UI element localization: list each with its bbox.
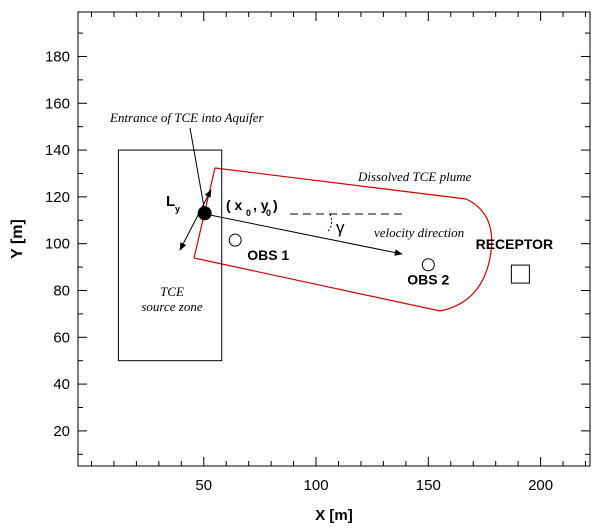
- x-axis-label: X [m]: [315, 507, 353, 524]
- origin-close: ): [273, 197, 278, 213]
- angle-arc: [327, 213, 333, 232]
- y-tick-label: 100: [45, 236, 70, 253]
- velocity-label: velocity direction: [374, 225, 464, 240]
- x-tick-label: 100: [304, 477, 329, 494]
- plume-outline: [193, 167, 493, 312]
- y-tick-label: 20: [53, 423, 70, 440]
- source-sublabel: source zone: [141, 299, 202, 314]
- y-tick-label: 120: [45, 189, 70, 206]
- receptor: [510, 264, 530, 284]
- y-tick-label: 60: [53, 329, 70, 346]
- y-tick-label: 140: [45, 142, 70, 159]
- x-tick-label: 150: [416, 477, 441, 494]
- x-tick-label: 50: [195, 477, 212, 494]
- width-sub: y: [175, 204, 180, 214]
- y-tick-label: 40: [53, 376, 70, 393]
- width-label: L: [166, 193, 175, 210]
- angle-label: γ: [336, 218, 345, 237]
- observation-label: OBS 2: [407, 272, 449, 288]
- plot-frame: [77, 11, 591, 467]
- observation-well: [228, 233, 242, 247]
- origin-sub: 0: [246, 208, 251, 218]
- receptor-label: RECEPTOR: [476, 236, 554, 252]
- plume-label: Dissolved TCE plume: [357, 169, 472, 184]
- y-tick-label: 160: [45, 95, 70, 112]
- source-zone: [117, 149, 223, 362]
- velocity-arrow: [204, 213, 403, 256]
- origin-sub: 0: [266, 208, 271, 218]
- width-arrow: [179, 189, 212, 251]
- origin-open: ( x: [226, 197, 243, 213]
- entrance-point: [197, 206, 212, 221]
- y-tick-label: 80: [53, 282, 70, 299]
- entrance-label: Entrance of TCE into Aquifer: [109, 110, 265, 125]
- y-tick-label: 180: [45, 48, 70, 65]
- pointer: [189, 127, 205, 208]
- origin-mid: , y: [253, 197, 269, 213]
- observation-label: OBS 1: [247, 247, 289, 263]
- observation-well: [421, 258, 435, 272]
- y-axis-label: Y [m]: [9, 219, 26, 259]
- x-tick-label: 200: [528, 477, 553, 494]
- source-label: TCE: [160, 284, 184, 299]
